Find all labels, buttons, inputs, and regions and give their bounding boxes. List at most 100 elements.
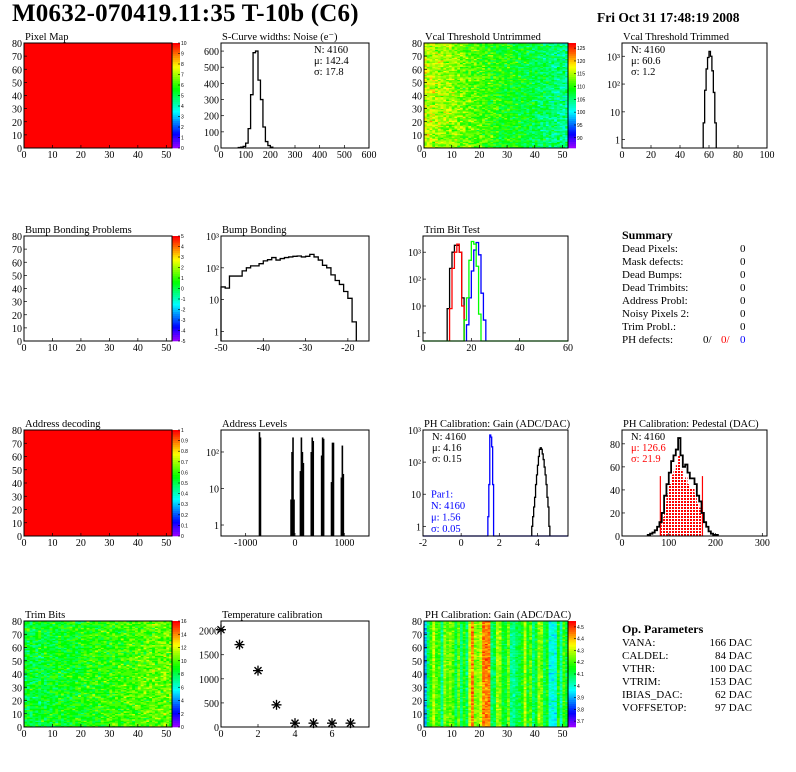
heatmap-cell (534, 142, 538, 145)
heatmap-cell (432, 94, 436, 96)
heatmap-cell (440, 134, 444, 137)
heatmap-cell (532, 144, 536, 146)
heatmap-cell (532, 79, 536, 82)
heatmap-cell (429, 85, 433, 87)
heatmap-cell (487, 124, 491, 126)
heatmap-cell (487, 116, 491, 119)
heatmap-cell (462, 45, 466, 48)
heatmap-cell (432, 91, 436, 94)
heatmap-cell (462, 65, 466, 67)
heatmap-cell (462, 124, 466, 126)
heatmap-cell (559, 50, 563, 53)
heatmap-cell (460, 50, 464, 53)
heatmap-cell (507, 108, 511, 111)
heatmap-cell (465, 67, 469, 70)
heatmap-cell (426, 119, 430, 121)
heatmap-cell (451, 58, 455, 61)
heatmap-cell (501, 45, 505, 48)
heatmap-cell (498, 142, 502, 145)
heatmap-cell (454, 96, 458, 99)
heatmap-cell (559, 56, 563, 58)
heatmap-cell (529, 75, 533, 78)
heatmap-cell (559, 129, 563, 132)
heatmap-cell (484, 111, 488, 113)
palette-step (172, 114, 180, 117)
heatmap-cell (471, 48, 475, 50)
palette-step (172, 519, 180, 522)
heatmap-cell (551, 129, 555, 132)
heatmap-cell (457, 66, 461, 69)
heatmap-cell (462, 61, 466, 63)
heatmap-cell (512, 123, 516, 125)
heatmap-cell (534, 111, 538, 113)
heatmap-cell (565, 111, 569, 113)
heatmap-cell (507, 69, 511, 71)
palette-step (172, 82, 180, 86)
heatmap-cell (460, 141, 464, 144)
heatmap-cell (504, 103, 508, 105)
heatmap-cell (473, 123, 477, 125)
x-tick-label: 4 (535, 538, 540, 549)
heatmap-cell (451, 120, 455, 123)
heatmap-cell (540, 62, 544, 65)
heatmap-cell (424, 79, 428, 82)
heatmap-cell (559, 127, 563, 129)
heatmap-cell (440, 86, 444, 88)
heatmap-cell (484, 85, 488, 87)
heatmap-cell (460, 106, 464, 108)
fit-region-fill (660, 455, 703, 536)
heatmap-cell (556, 92, 560, 95)
heatmap-cell (484, 71, 488, 74)
heatmap-cell (451, 67, 455, 70)
heatmap-cell (540, 116, 544, 119)
heatmap-cell (426, 79, 430, 82)
heatmap-cell (29, 703, 33, 705)
heatmap-cell (446, 102, 450, 104)
palette-step (172, 118, 180, 121)
heatmap-cell (512, 136, 516, 138)
palette-step (172, 99, 180, 103)
heatmap-cell (448, 69, 452, 71)
heatmap-cell (562, 62, 566, 65)
heatmap-cell (554, 56, 558, 58)
heatmap-cell (426, 88, 430, 91)
heatmap-cell (490, 111, 494, 113)
heatmap-cell (473, 141, 477, 144)
heatmap-cell (543, 100, 547, 103)
heatmap-cell (471, 134, 475, 137)
heatmap-cell (565, 83, 569, 86)
heatmap-cell (518, 141, 522, 144)
heatmap-cell (443, 95, 447, 98)
heatmap-cell (429, 107, 433, 109)
heatmap-cell (554, 102, 558, 104)
heatmap-cell (435, 98, 439, 100)
heatmap-cell (532, 136, 536, 138)
heatmap-cell (473, 125, 477, 128)
heatmap-cell (446, 49, 450, 52)
palette-step (172, 449, 180, 452)
heatmap-cell (512, 115, 516, 117)
heatmap-cell (532, 61, 536, 63)
heatmap-cell (496, 54, 500, 57)
heatmap-cell (518, 142, 522, 145)
heatmap-cell (460, 117, 464, 120)
heatmap-cell (532, 92, 536, 95)
heatmap-cell (468, 112, 472, 115)
heatmap-cell (532, 78, 536, 81)
heatmap-cell (548, 146, 552, 149)
heatmap-cell (437, 75, 441, 78)
heatmap-cell (529, 44, 533, 46)
heatmap-cell (509, 94, 513, 96)
heatmap-cell (509, 142, 513, 145)
heatmap-cell (554, 87, 558, 90)
heatmap-cell (551, 85, 555, 87)
heatmap-cell (484, 141, 488, 144)
heatmap-cell (490, 82, 494, 84)
heatmap-cell (473, 75, 477, 78)
heatmap-cell (426, 60, 430, 62)
heatmap-cell (471, 100, 475, 103)
heatmap-cell (537, 67, 541, 70)
heatmap-cell (504, 88, 508, 91)
heatmap-cell (424, 64, 428, 66)
heatmap-cell (484, 66, 488, 69)
